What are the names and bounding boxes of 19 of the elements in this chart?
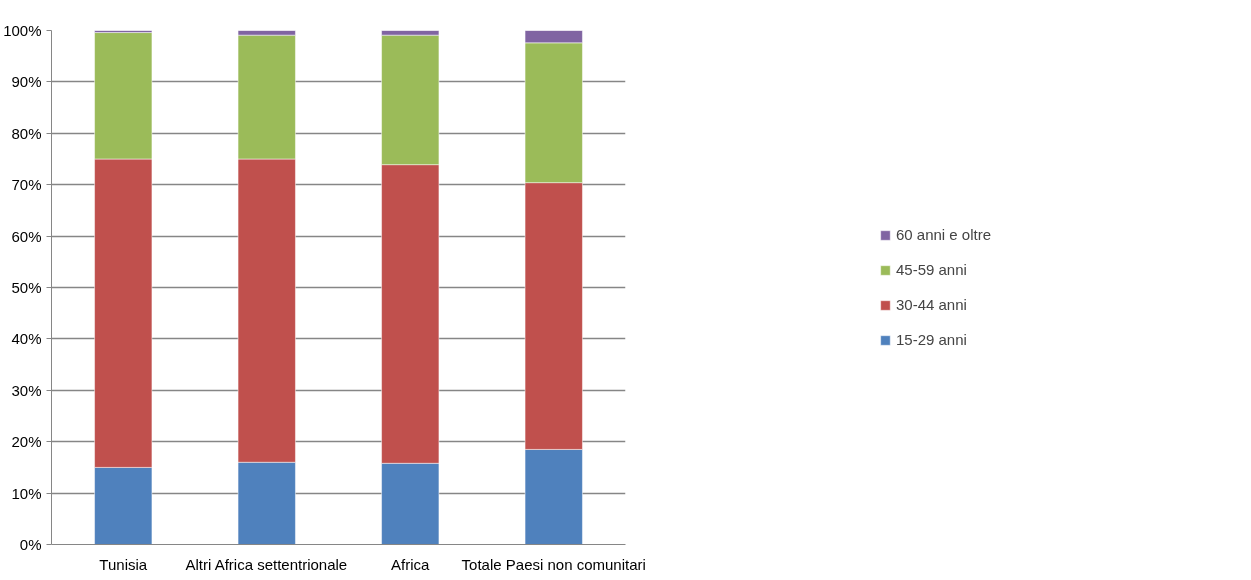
y-tick-label: 60% xyxy=(11,227,42,245)
y-tick-label: 50% xyxy=(11,279,42,296)
legend-label: 30-44 anni xyxy=(895,296,967,313)
y-tick-label: 0% xyxy=(19,536,42,553)
y-tick-label: 20% xyxy=(11,433,42,451)
legend-label: 15-29 anni xyxy=(895,331,967,348)
y-tick-label: 30% xyxy=(11,381,42,399)
y-tick-label: 40% xyxy=(11,330,42,348)
legend-label: 45-59 anni xyxy=(895,261,967,278)
x-tick-label: Tunisia xyxy=(99,555,148,573)
y-tick-label: 100% xyxy=(3,22,42,39)
y-tick-label: 10% xyxy=(11,484,42,502)
legend-label: 60 anni e oltre xyxy=(895,226,992,243)
x-tick-label: Totale Paesi non comunitari xyxy=(461,555,646,573)
y-tick-label: 80% xyxy=(11,124,42,142)
y-tick-label: 70% xyxy=(11,176,42,194)
x-tick-label: Altri Africa settentrionale xyxy=(185,555,348,573)
x-tick-label: Africa xyxy=(391,555,431,573)
y-tick-label: 90% xyxy=(11,73,42,91)
